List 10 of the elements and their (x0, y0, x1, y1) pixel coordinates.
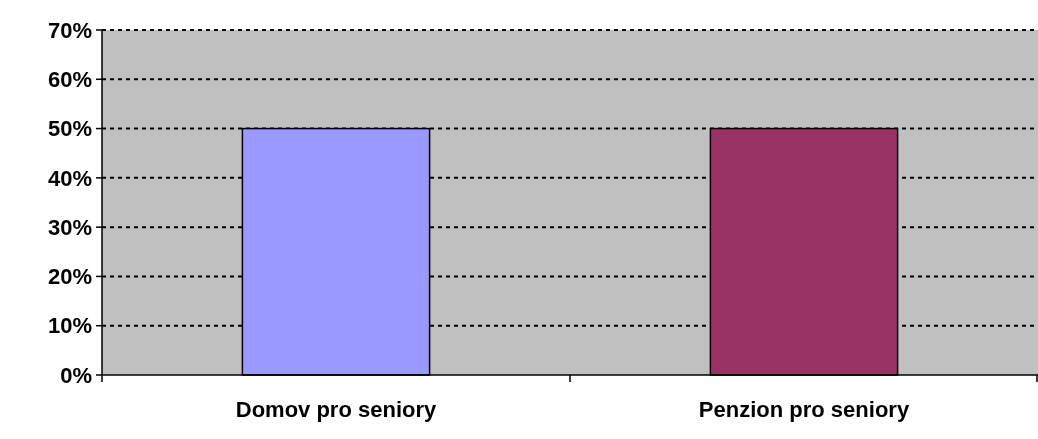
y-tick-label: 10% (47, 313, 92, 339)
y-tick-label: 40% (47, 165, 92, 191)
x-tick-label: Penzion pro seniory (698, 397, 910, 422)
y-tick-label: 50% (47, 116, 92, 142)
y-tick-label: 70% (47, 17, 92, 43)
y-tick-label: 0% (60, 362, 92, 388)
y-tick-label: 20% (47, 264, 92, 290)
x-tick-label: Domov pro seniory (235, 397, 437, 422)
y-tick-label: 30% (47, 214, 92, 240)
y-tick-label: 60% (47, 66, 92, 92)
